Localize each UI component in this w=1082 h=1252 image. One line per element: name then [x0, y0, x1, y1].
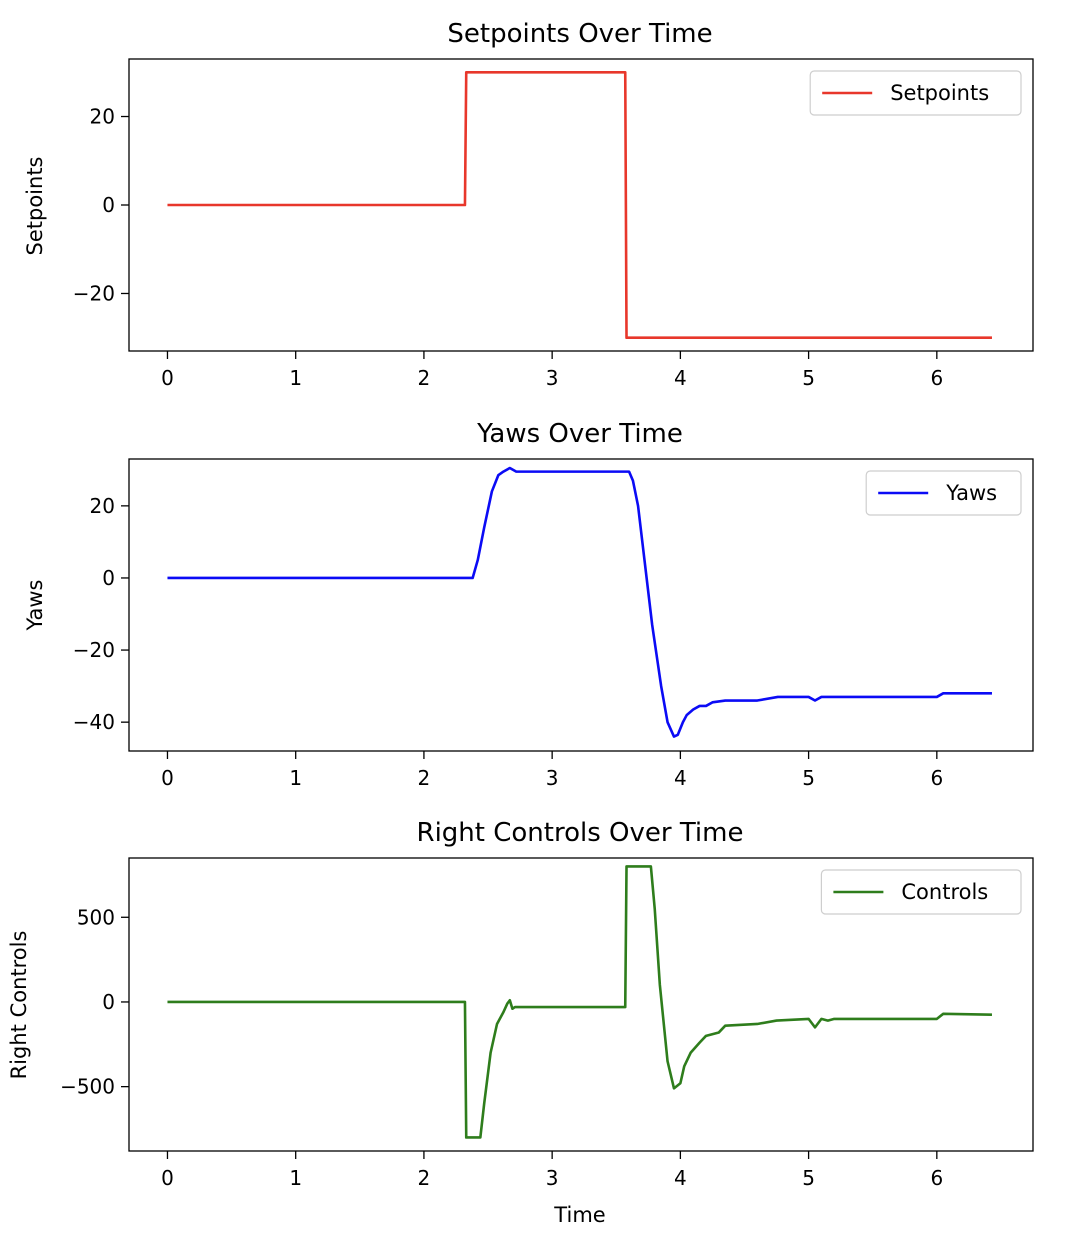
x-tick-label: 1 — [289, 366, 302, 390]
x-tick-label: 6 — [930, 366, 943, 390]
series-line — [167, 70, 992, 340]
plot-area: 0 1 2 3 4 5 6 −20 0 20 Setpoints — [73, 58, 1034, 390]
x-tick-label: 6 — [930, 1166, 943, 1190]
subplot-title: Setpoints Over Time — [447, 19, 712, 49]
subplot-title: Right Controls Over Time — [417, 818, 744, 848]
y-tick-label: 0 — [102, 566, 115, 590]
x-tick-label: 0 — [161, 366, 174, 390]
x-tick-label: 4 — [674, 766, 687, 790]
axes-frame — [128, 458, 1034, 752]
y-axis-label: Setpoints — [23, 157, 47, 256]
y-tick-label: −500 — [60, 1075, 115, 1099]
x-axis-label: Time — [553, 1203, 605, 1227]
y-axis-label: Right Controls — [7, 931, 31, 1080]
legend-label: Setpoints — [890, 81, 989, 105]
legend-box — [809, 70, 1022, 116]
y-tick-label: −20 — [73, 281, 115, 305]
x-tick-label: 1 — [289, 766, 302, 790]
axes-frame — [128, 857, 1034, 1152]
x-tick-label: 5 — [802, 1166, 815, 1190]
y-tick-label: 0 — [102, 990, 115, 1014]
legend-label: Yaws — [945, 481, 997, 505]
y-tick-label: 0 — [102, 193, 115, 217]
y-tick-label: −40 — [73, 710, 115, 734]
x-tick-label: 3 — [546, 766, 559, 790]
subplot-yaws: Yaws Over Time Yaws 0 1 2 3 4 5 6 −40 −20 0 20 Yaws — [23, 419, 1034, 790]
x-tick-label: 0 — [161, 766, 174, 790]
y-tick-label: 20 — [90, 494, 115, 518]
x-tick-label: 4 — [674, 366, 687, 390]
subplot-right-controls: Right Controls Over Time Right Controls … — [7, 818, 1034, 1227]
legend: Setpoints — [809, 70, 1022, 116]
subplot-setpoints: Setpoints Over Time Setpoints 0 1 2 3 4 5 6 −20… — [23, 19, 1034, 390]
legend-box — [865, 470, 1022, 516]
x-tick-label: 5 — [802, 766, 815, 790]
legend-label: Controls — [901, 880, 988, 904]
x-tick-label: 1 — [289, 1166, 302, 1190]
x-tick-label: 6 — [930, 766, 943, 790]
x-tick-label: 2 — [418, 1166, 431, 1190]
y-tick-label: 500 — [77, 905, 115, 929]
x-tick-label: 2 — [418, 766, 431, 790]
series-line — [167, 865, 992, 1139]
x-tick-label: 5 — [802, 366, 815, 390]
x-tick-label: 3 — [546, 366, 559, 390]
plot-area: 0 1 2 3 4 5 6 −500 0 500 Controls — [60, 857, 1034, 1190]
x-tick-label: 4 — [674, 1166, 687, 1190]
y-axis-label: Yaws — [23, 580, 47, 632]
legend-box — [820, 869, 1022, 915]
y-tick-label: 20 — [90, 105, 115, 129]
legend: Controls — [820, 869, 1022, 915]
series-line — [167, 466, 992, 738]
plot-area: 0 1 2 3 4 5 6 −40 −20 0 20 Yaws — [73, 458, 1034, 790]
y-tick-label: −20 — [73, 638, 115, 662]
subplot-title: Yaws Over Time — [476, 419, 683, 449]
legend: Yaws — [865, 470, 1022, 516]
x-tick-label: 3 — [546, 1166, 559, 1190]
x-tick-label: 2 — [418, 366, 431, 390]
x-tick-label: 0 — [161, 1166, 174, 1190]
